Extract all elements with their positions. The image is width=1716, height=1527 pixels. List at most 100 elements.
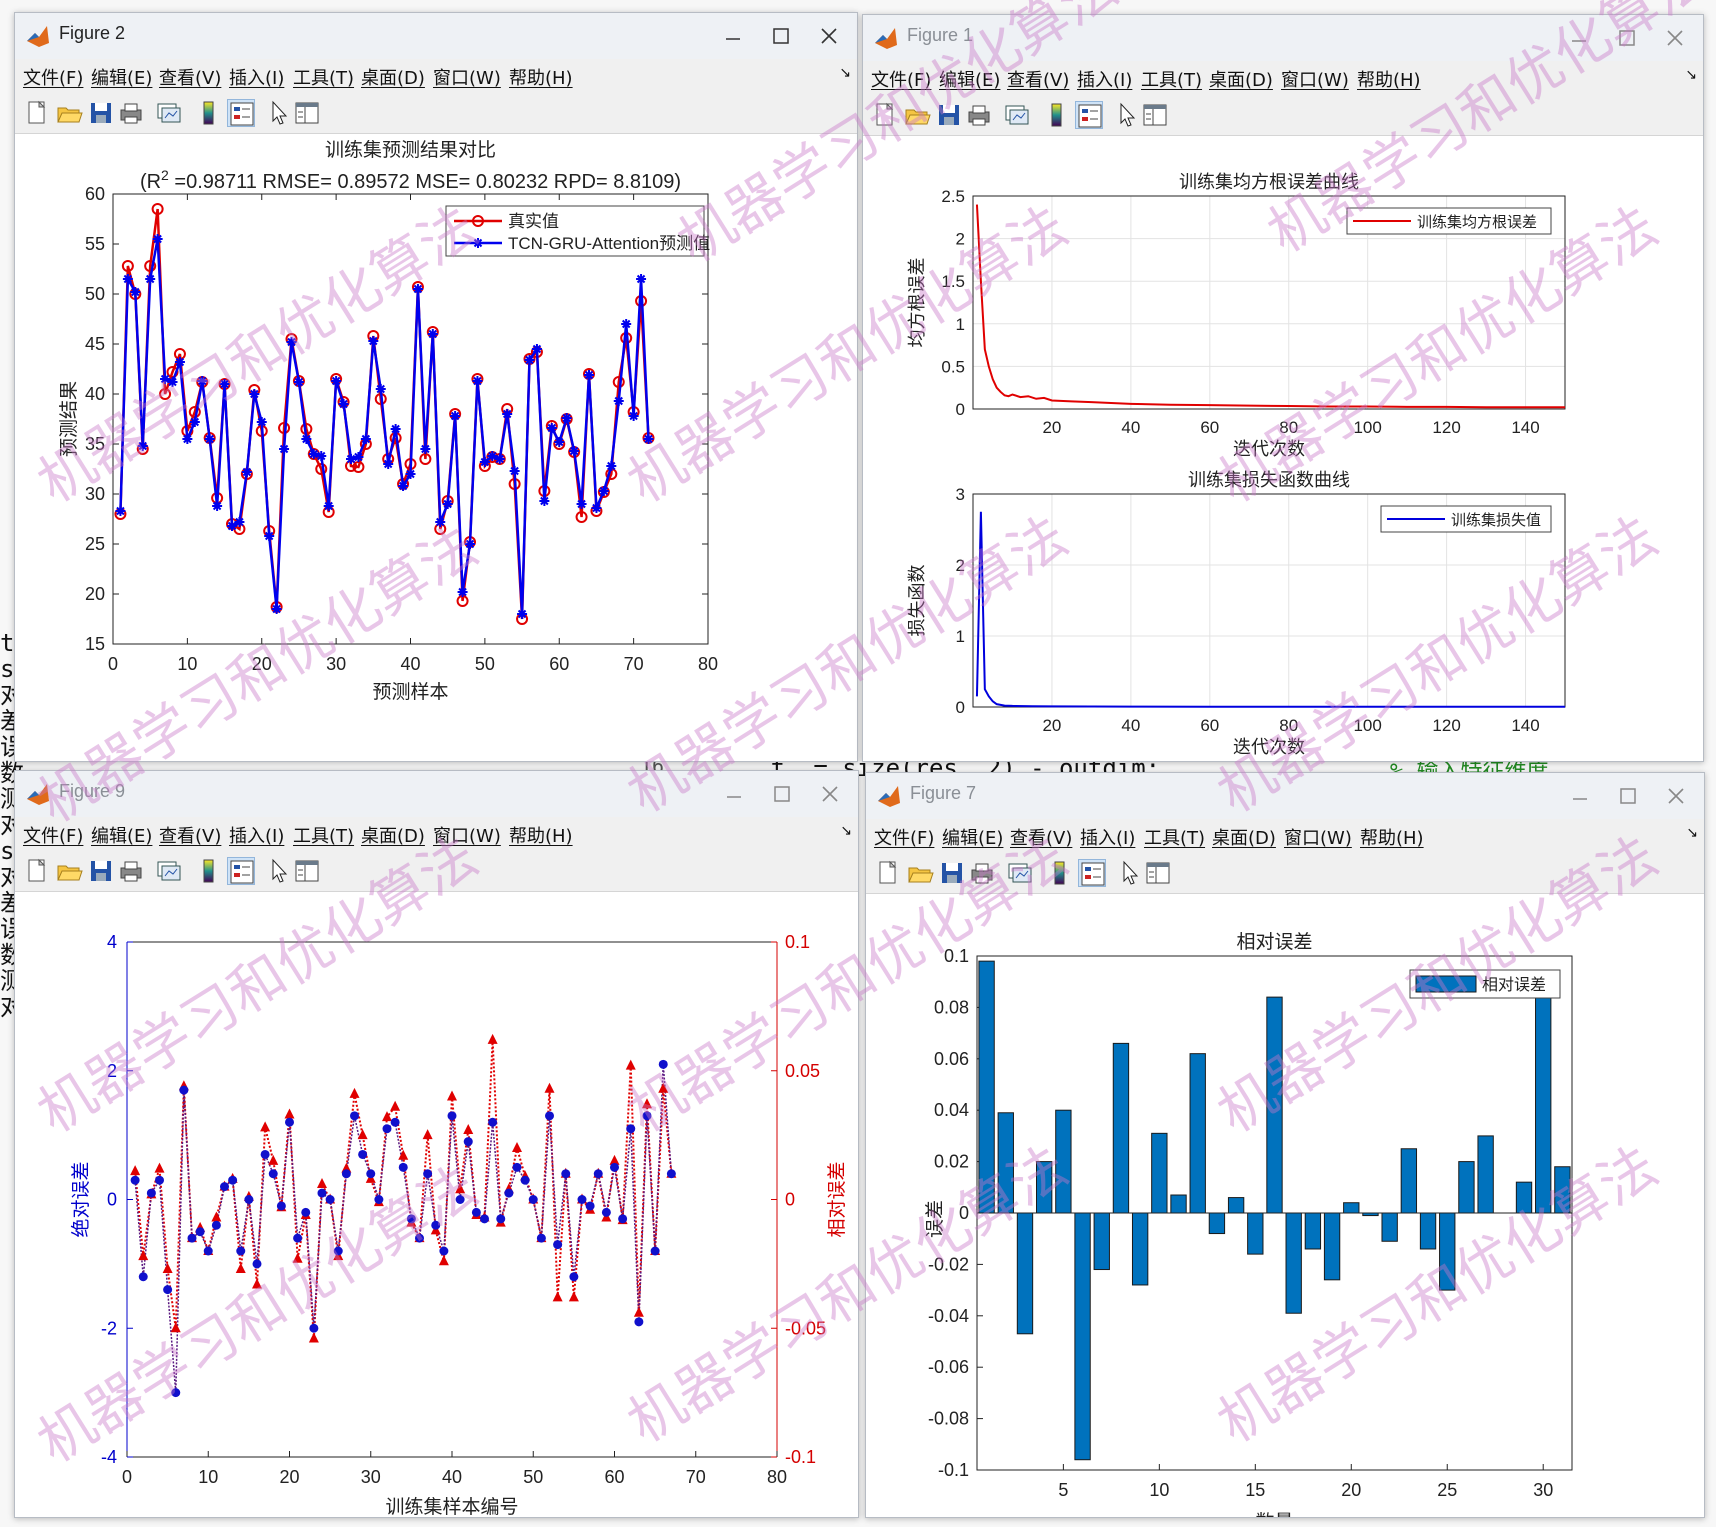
menu-item[interactable]: 查看(V) (159, 826, 222, 847)
link-plot-icon[interactable] (1003, 101, 1031, 129)
legend-icon[interactable] (227, 857, 255, 885)
legend-icon[interactable] (227, 99, 255, 127)
menu-item[interactable]: 窗口(W) (433, 826, 501, 847)
menu-item[interactable]: 查看(V) (1010, 828, 1073, 849)
figure-7-titlebar[interactable]: Figure 7 (866, 773, 1704, 819)
toolbar-overflow-icon[interactable]: ↘ (839, 65, 851, 81)
menu-item[interactable]: 插入(I) (1077, 70, 1133, 91)
menu-item[interactable]: 工具(T) (293, 68, 355, 89)
figure-2-window[interactable]: Figure 2 文件(F) 编辑(E) 查看(V) 插入(I) 工具(T) 桌面(D) 窗… (14, 12, 858, 762)
menu-item[interactable]: 桌面(D) (1209, 70, 1273, 91)
colorbar-icon[interactable] (1043, 101, 1071, 129)
menu-item[interactable]: 查看(V) (1007, 70, 1070, 91)
toolbar-overflow-icon[interactable]: ↘ (1686, 825, 1698, 841)
menu-item[interactable]: 编辑(E) (942, 828, 1004, 849)
print-icon[interactable] (965, 101, 993, 129)
bar (1439, 1212, 1456, 1291)
maximize-icon[interactable] (1607, 23, 1647, 53)
save-icon[interactable] (87, 857, 115, 885)
menu-item[interactable]: 插入(I) (229, 826, 285, 847)
close-icon[interactable] (1656, 781, 1696, 811)
menu-item[interactable]: 文件(F) (874, 828, 935, 849)
minimize-icon[interactable] (1560, 781, 1600, 811)
property-inspector-icon[interactable] (1141, 101, 1169, 129)
menu-item[interactable]: 帮助(H) (1357, 70, 1421, 91)
property-inspector-icon[interactable] (293, 99, 321, 127)
data-point (435, 517, 446, 527)
maximize-icon[interactable] (761, 21, 801, 51)
menu-item[interactable]: 窗口(W) (433, 68, 501, 89)
link-plot-icon[interactable] (155, 99, 183, 127)
menu-item[interactable]: 编辑(E) (939, 70, 1001, 91)
new-file-icon[interactable] (23, 99, 51, 127)
figure-7-window[interactable]: Figure 7 文件(F) 编辑(E) 查看(V) 插入(I) 工具(T) 桌面(D) 窗… (865, 772, 1705, 1518)
property-inspector-icon[interactable] (293, 857, 321, 885)
figure-9-window[interactable]: Figure 9 文件(F) 编辑(E) 查看(V) 插入(I) 工具(T) 桌面(D) 窗… (14, 770, 859, 1518)
toolbar-overflow-icon[interactable]: ↘ (1685, 67, 1697, 83)
pointer-icon[interactable] (1116, 859, 1144, 887)
maximize-icon[interactable] (762, 779, 802, 809)
menu-item[interactable]: 查看(V) (159, 68, 222, 89)
menu-item[interactable]: 桌面(D) (1212, 828, 1276, 849)
save-icon[interactable] (938, 859, 966, 887)
data-point-relative (633, 1306, 644, 1317)
figure-9-titlebar[interactable]: Figure 9 (15, 771, 858, 817)
colorbar-icon[interactable] (1046, 859, 1074, 887)
figure-1-titlebar[interactable]: Figure 1 (863, 15, 1703, 61)
link-plot-icon[interactable] (1006, 859, 1034, 887)
legend-icon[interactable] (1078, 859, 1106, 887)
new-file-icon[interactable] (874, 859, 902, 887)
pointer-icon[interactable] (265, 857, 293, 885)
data-point (331, 376, 342, 386)
print-icon[interactable] (117, 857, 145, 885)
x-tick-label: 20 (252, 654, 272, 674)
menu-item[interactable]: 工具(T) (293, 826, 355, 847)
matlab-icon (27, 784, 49, 805)
open-folder-icon[interactable] (903, 101, 931, 129)
link-plot-icon[interactable] (155, 857, 183, 885)
toolbar-overflow-icon[interactable]: ↘ (840, 823, 852, 839)
print-icon[interactable] (117, 99, 145, 127)
property-inspector-icon[interactable] (1144, 859, 1172, 887)
data-point (219, 379, 230, 389)
menu-item[interactable]: 窗口(W) (1284, 828, 1352, 849)
menu-item[interactable]: 桌面(D) (361, 826, 425, 847)
close-icon[interactable] (809, 21, 849, 51)
menu-item[interactable]: 编辑(E) (91, 68, 153, 89)
new-file-icon[interactable] (871, 101, 899, 129)
open-folder-icon[interactable] (55, 857, 83, 885)
minimize-icon[interactable] (714, 779, 754, 809)
print-icon[interactable] (968, 859, 996, 887)
menu-item[interactable]: 帮助(H) (509, 826, 573, 847)
menu-item[interactable]: 编辑(E) (91, 826, 153, 847)
menu-item[interactable]: 工具(T) (1144, 828, 1206, 849)
colorbar-icon[interactable] (195, 99, 223, 127)
menu-item[interactable]: 窗口(W) (1281, 70, 1349, 91)
figure-1-window[interactable]: Figure 1 文件(F) 编辑(E) 查看(V) 插入(I) 工具(T) 桌面(D) 窗… (862, 14, 1704, 762)
menu-item[interactable]: 工具(T) (1141, 70, 1203, 91)
close-icon[interactable] (1655, 23, 1695, 53)
menu-item[interactable]: 桌面(D) (361, 68, 425, 89)
new-file-icon[interactable] (23, 857, 51, 885)
pointer-icon[interactable] (1113, 101, 1141, 129)
close-icon[interactable] (810, 779, 850, 809)
menu-item[interactable]: 文件(F) (23, 68, 84, 89)
menu-item[interactable]: 文件(F) (871, 70, 932, 91)
minimize-icon[interactable] (713, 21, 753, 51)
save-icon[interactable] (935, 101, 963, 129)
pointer-icon[interactable] (265, 99, 293, 127)
open-folder-icon[interactable] (55, 99, 83, 127)
figure-2-titlebar[interactable]: Figure 2 (15, 13, 857, 59)
maximize-icon[interactable] (1608, 781, 1648, 811)
colorbar-icon[interactable] (195, 857, 223, 885)
legend-icon[interactable] (1075, 101, 1103, 129)
open-folder-icon[interactable] (906, 859, 934, 887)
menu-item[interactable]: 帮助(H) (509, 68, 573, 89)
minimize-icon[interactable] (1559, 23, 1599, 53)
menu-item[interactable]: 插入(I) (229, 68, 285, 89)
menu-item[interactable]: 帮助(H) (1360, 828, 1424, 849)
menu-item[interactable]: 插入(I) (1080, 828, 1136, 849)
x-tick-label: 70 (686, 1467, 706, 1487)
menu-item[interactable]: 文件(F) (23, 826, 84, 847)
save-icon[interactable] (87, 99, 115, 127)
